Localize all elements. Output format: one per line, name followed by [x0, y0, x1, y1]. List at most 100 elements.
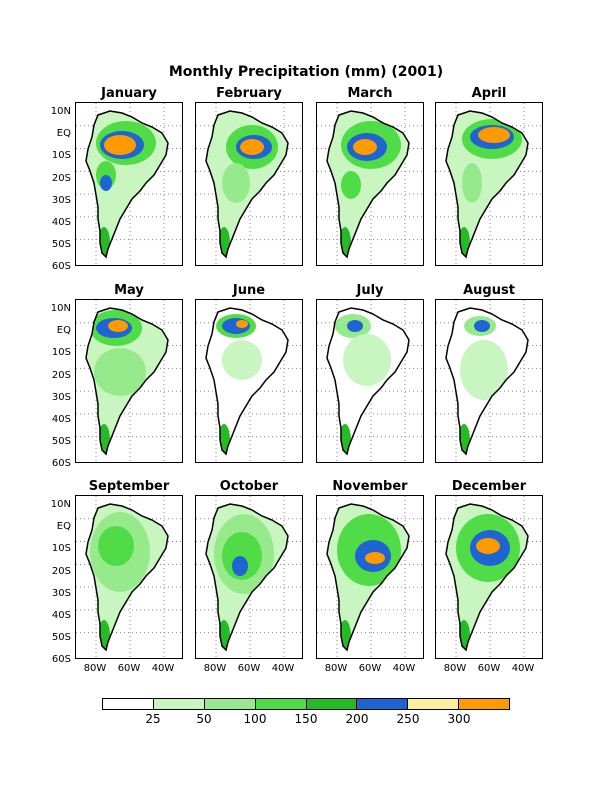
precip-region: [108, 320, 128, 332]
latitude-label: 10S: [51, 543, 71, 555]
panel-title: October: [219, 479, 279, 494]
latitude-label: EQ: [56, 128, 71, 140]
precipitation-map: [317, 496, 423, 658]
precipitation-map: [196, 103, 302, 265]
latitude-label: 30S: [51, 587, 71, 599]
latitude-label: 40S: [51, 414, 71, 425]
longitude-label: 80W: [324, 663, 348, 674]
map-panel: [75, 299, 183, 463]
precip-region: [478, 127, 510, 143]
precip-region: [222, 163, 250, 203]
legend-swatch: [357, 699, 409, 709]
map-panel: [435, 495, 543, 659]
longitude-label: 60W: [117, 663, 141, 674]
precip-region: [343, 334, 391, 386]
latitude-label: 20S: [51, 565, 71, 577]
precip-region: [98, 526, 134, 566]
legend-label: 250: [396, 712, 420, 726]
latitude-label: 60S: [51, 261, 71, 273]
coastline: [85, 503, 169, 652]
coastline: [205, 503, 289, 652]
coastline: [445, 110, 529, 259]
precipitation-map: [76, 300, 182, 462]
precip-region: [460, 340, 508, 400]
longitude-label: 80W: [203, 663, 227, 674]
panel-title: September: [88, 479, 170, 494]
precip-region: [240, 139, 264, 155]
precipitation-map: [317, 103, 423, 265]
precipitation-map: [196, 300, 302, 462]
latitude-label: 50S: [51, 436, 71, 448]
precipitation-map: [196, 496, 302, 658]
coastline: [85, 307, 169, 456]
precipitation-map: [436, 103, 542, 265]
latitude-label: 50S: [51, 632, 71, 644]
coastline: [445, 307, 529, 456]
map-panel: [316, 495, 424, 659]
precip-region: [341, 171, 361, 199]
legend-swatch: [408, 699, 460, 709]
coastline: [85, 110, 169, 259]
latitude-label: 20S: [51, 369, 71, 381]
precip-region: [347, 320, 363, 332]
panel-title: July: [356, 283, 384, 298]
longitude-label: 40W: [271, 663, 295, 674]
coastline: [205, 307, 289, 456]
map-panel: [316, 102, 424, 266]
panel-title: May: [114, 283, 144, 298]
coastline: [326, 307, 410, 456]
map-panel: [435, 299, 543, 463]
longitude-label: 80W: [83, 663, 107, 674]
precip-region: [104, 135, 136, 155]
coastline: [326, 110, 410, 259]
panel-title: August: [463, 283, 515, 298]
panel-title: December: [451, 479, 527, 494]
figure-title: Monthly Precipitation (mm) (2001): [168, 64, 444, 80]
precip-region: [94, 348, 146, 396]
latitude-label: 60S: [51, 654, 71, 666]
precip-region: [222, 340, 262, 380]
latitude-label: 40S: [51, 610, 71, 621]
latitude-label: 20S: [51, 172, 71, 184]
latitude-label: EQ: [56, 325, 71, 337]
latitude-label: 60S: [51, 458, 71, 470]
legend-label: 300: [447, 712, 471, 726]
longitude-label: 60W: [237, 663, 261, 674]
panel-title: February: [216, 86, 282, 101]
longitude-label: 60W: [477, 663, 501, 674]
precipitation-map: [76, 103, 182, 265]
map-panel: [195, 495, 303, 659]
latitude-label: 10N: [50, 303, 71, 314]
latitude-label: 10S: [51, 347, 71, 359]
precip-region: [474, 320, 490, 332]
precip-region: [232, 556, 248, 576]
precip-region: [365, 552, 385, 564]
longitude-label: 40W: [511, 663, 535, 674]
latitude-label: 10N: [50, 499, 71, 510]
land-area: [206, 308, 288, 454]
legend-label: 25: [145, 712, 161, 726]
precipitation-map: [436, 496, 542, 658]
precip-region: [353, 139, 377, 155]
legend-label: 150: [294, 712, 318, 726]
panel-title: March: [347, 86, 393, 101]
latitude-label: 50S: [51, 239, 71, 251]
panel-title: June: [232, 283, 266, 298]
panel-title: January: [101, 86, 157, 101]
latitude-label: 10N: [50, 106, 71, 117]
color-legend: [102, 698, 510, 710]
latitude-label: 10S: [51, 150, 71, 162]
precipitation-map: [76, 496, 182, 658]
panel-title: April: [471, 86, 507, 101]
latitude-label: 30S: [51, 391, 71, 403]
precip-region: [236, 320, 248, 328]
map-panel: [316, 299, 424, 463]
longitude-label: 40W: [392, 663, 416, 674]
coastline: [205, 110, 289, 259]
precip-region: [100, 175, 112, 191]
latitude-label: 30S: [51, 194, 71, 206]
legend-swatch: [153, 699, 205, 709]
map-panel: [75, 495, 183, 659]
latitude-label: EQ: [56, 521, 71, 533]
map-panel: [195, 299, 303, 463]
